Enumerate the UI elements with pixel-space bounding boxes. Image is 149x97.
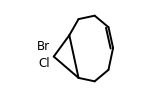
Text: Cl: Cl [39, 57, 50, 70]
Text: Br: Br [37, 40, 50, 53]
